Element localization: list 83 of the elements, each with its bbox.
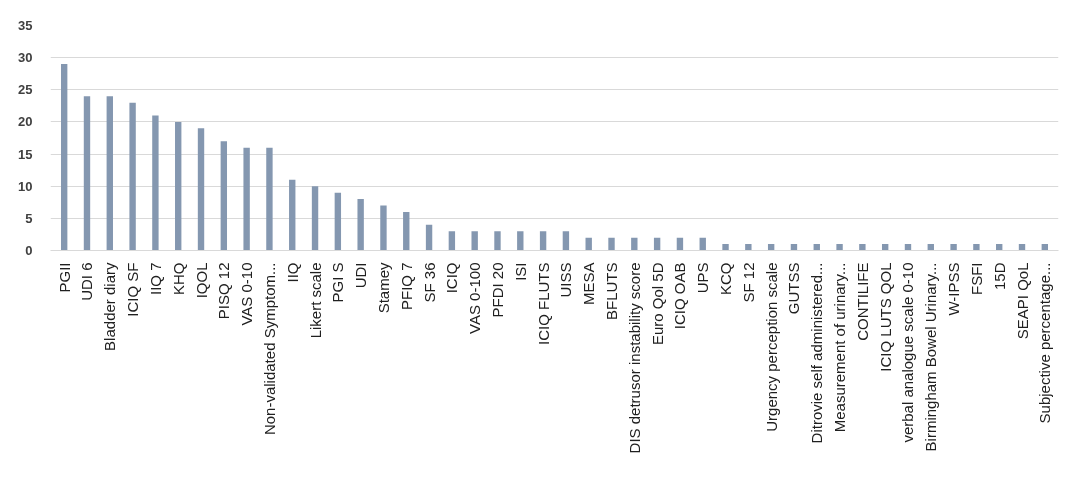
y-tick-label: 25: [18, 82, 33, 98]
bar: [950, 244, 957, 251]
bar: [722, 244, 729, 251]
x-tick-label: 15D: [990, 262, 1008, 291]
bar: [357, 199, 364, 251]
y-tick-label: 35: [18, 18, 33, 33]
x-tick-label: SF 36: [420, 262, 438, 303]
x-tick-label: Urgency perception scale: [762, 262, 780, 432]
x-tick-label: IQOL: [192, 262, 210, 299]
y-tick-label: 30: [18, 50, 33, 66]
bar: [973, 244, 980, 251]
bar: [129, 102, 136, 251]
bar: [266, 147, 273, 251]
x-tick-label: PISQ 12: [215, 262, 233, 320]
x-tick-label: UISS: [557, 262, 575, 298]
bar: [608, 237, 615, 251]
bar: [631, 237, 638, 251]
x-tick-label: verbal analogue scale 0-10: [899, 262, 917, 443]
bar: [494, 231, 501, 251]
x-tick-label: UPS: [694, 262, 712, 294]
x-tick-label: KHQ: [169, 262, 187, 295]
x-tick-label: Euro Qol 5D: [648, 262, 666, 346]
x-tick-label: UDI: [352, 262, 370, 289]
bar: [471, 231, 478, 251]
x-tick-label: ICIQ LUTS QOL: [876, 262, 894, 372]
bar: [562, 231, 570, 251]
x-tick-label: ISI: [511, 262, 529, 281]
bar: [220, 141, 228, 251]
bar: [334, 192, 342, 251]
x-tick-label: FSFI: [967, 262, 985, 295]
y-tick-label: 15: [18, 146, 33, 162]
x-tick-label: Birmingham Bowel Urinary...: [922, 262, 940, 452]
bar: [197, 128, 205, 251]
bar: [175, 121, 182, 251]
bar: [836, 244, 843, 251]
x-tick-label: PFIQ 7: [397, 262, 415, 311]
x-tick-label: GUTSS: [785, 262, 803, 315]
x-tick-label: Stamey: [374, 262, 392, 314]
x-tick-label: Likert scale: [306, 262, 324, 339]
x-tick-label: MESA: [580, 262, 598, 306]
x-tick-label: Ditrovie self administered...: [808, 262, 826, 444]
x-tick-label: PGI S: [329, 262, 347, 303]
x-tick-label: VAS 0-100: [466, 262, 484, 334]
bar: [380, 205, 387, 251]
bar: [311, 186, 319, 251]
y-tick-label: 20: [18, 114, 33, 130]
x-tick-label: IIQ 7: [146, 262, 164, 296]
x-tick-label: CONTILIFE: [853, 262, 871, 341]
x-tick-label: DIS detrusor instability score: [625, 262, 643, 454]
bar: [152, 115, 159, 251]
x-tick-label: UDI 6: [78, 262, 96, 301]
bar: [83, 96, 91, 251]
x-tick-label: ICIQ SF: [124, 262, 142, 317]
x-tick-label: ICIQ FLUTS: [534, 262, 552, 346]
x-tick-label: IIQ: [283, 262, 301, 283]
bar: [517, 231, 524, 251]
y-tick-label: 0: [25, 243, 33, 258]
bar: [106, 96, 113, 251]
bar: [448, 231, 456, 251]
bar: [243, 147, 250, 251]
x-tick-label: PFDI 20: [488, 262, 506, 318]
bar: [425, 224, 433, 251]
x-tick-label: BFLUTS: [603, 262, 621, 321]
bar: [745, 244, 752, 251]
x-tick-label: Subjective percentage...: [1036, 262, 1054, 424]
bar: [859, 244, 866, 251]
y-tick-label: 5: [25, 210, 33, 226]
x-tick-label: ICIQ: [443, 262, 461, 294]
bar: [60, 64, 68, 251]
x-tick-label: Non-validated Symptom...: [260, 262, 278, 436]
x-tick-label: SF 12: [739, 262, 757, 303]
x-tick-label: ICIQ OAB: [671, 262, 689, 330]
x-tick-label: Measurement of urinary...: [831, 262, 849, 433]
bar: [403, 211, 410, 251]
x-tick-label: PGII: [55, 262, 73, 293]
y-tick-label: 10: [18, 178, 33, 194]
x-tick-label: Bladder diary: [101, 262, 119, 351]
x-tick-label: VAS 0-10: [238, 262, 256, 326]
x-tick-label: W-IPSS: [945, 262, 963, 316]
x-tick-label: KCQ: [717, 262, 735, 295]
bar: [289, 179, 296, 251]
bar: [539, 231, 547, 251]
x-tick-label: SEAPI QoL: [1013, 262, 1031, 340]
